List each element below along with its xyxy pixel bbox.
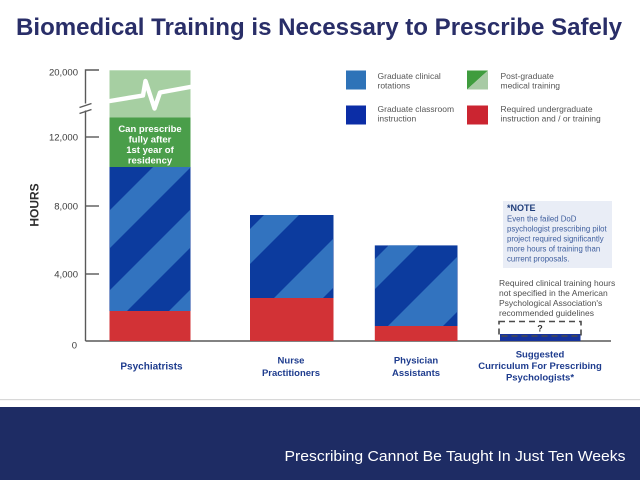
svg-text:8,000: 8,000 bbox=[54, 202, 78, 213]
svg-text:recommended guidelines: recommended guidelines bbox=[499, 308, 594, 318]
svg-text:fully after: fully after bbox=[129, 135, 172, 146]
svg-text:20,000: 20,000 bbox=[49, 68, 78, 79]
svg-text:not specified in the American: not specified in the American bbox=[499, 288, 608, 298]
svg-text:Assistants: Assistants bbox=[392, 368, 440, 379]
svg-text:Can prescribe: Can prescribe bbox=[118, 124, 181, 135]
svg-text:Prescribing Cannot Be Taught I: Prescribing Cannot Be Taught In Just Ten… bbox=[285, 448, 626, 465]
svg-text:Nurse: Nurse bbox=[278, 355, 305, 366]
svg-text:residency: residency bbox=[128, 155, 173, 166]
svg-text:12,000: 12,000 bbox=[49, 133, 78, 144]
svg-text:Psychiatrists: Psychiatrists bbox=[120, 361, 183, 372]
svg-text:rotations: rotations bbox=[378, 80, 411, 90]
svg-text:medical training: medical training bbox=[501, 80, 561, 90]
svg-text:Physician: Physician bbox=[394, 355, 439, 366]
svg-text:instruction: instruction bbox=[378, 114, 417, 124]
svg-text:0: 0 bbox=[72, 341, 77, 352]
svg-text:Biomedical Training is Necessa: Biomedical Training is Necessary to Pres… bbox=[16, 14, 623, 41]
svg-text:instruction and / or training: instruction and / or training bbox=[501, 114, 601, 124]
svg-text:1st year of: 1st year of bbox=[126, 145, 174, 156]
svg-text:Psychologists*: Psychologists* bbox=[506, 373, 574, 384]
svg-text:Even the failed DoD: Even the failed DoD bbox=[507, 215, 577, 224]
svg-text:psychologist prescribing pilot: psychologist prescribing pilot bbox=[507, 225, 608, 234]
svg-text:Practitioners: Practitioners bbox=[262, 368, 320, 379]
svg-text:Suggested: Suggested bbox=[516, 350, 565, 361]
svg-text:current proposals.: current proposals. bbox=[507, 255, 569, 264]
svg-text:more hours of training than: more hours of training than bbox=[507, 245, 600, 254]
svg-text:4,000: 4,000 bbox=[54, 270, 78, 281]
svg-text:HOURS: HOURS bbox=[28, 183, 42, 226]
svg-text:?: ? bbox=[537, 324, 543, 334]
svg-text:Required undergraduate: Required undergraduate bbox=[501, 104, 593, 114]
svg-text:Graduate clinical: Graduate clinical bbox=[378, 71, 441, 81]
svg-text:Required clinical training hou: Required clinical training hours bbox=[499, 278, 615, 288]
svg-text:*NOTE: *NOTE bbox=[507, 203, 536, 213]
svg-text:project required significantly: project required significantly bbox=[507, 235, 604, 244]
svg-text:Graduate classroom: Graduate classroom bbox=[378, 104, 455, 114]
svg-text:Psychological Association's: Psychological Association's bbox=[499, 298, 602, 308]
svg-text:Post-graduate: Post-graduate bbox=[501, 71, 555, 81]
svg-text:Curriculum For Prescribing: Curriculum For Prescribing bbox=[478, 361, 602, 372]
